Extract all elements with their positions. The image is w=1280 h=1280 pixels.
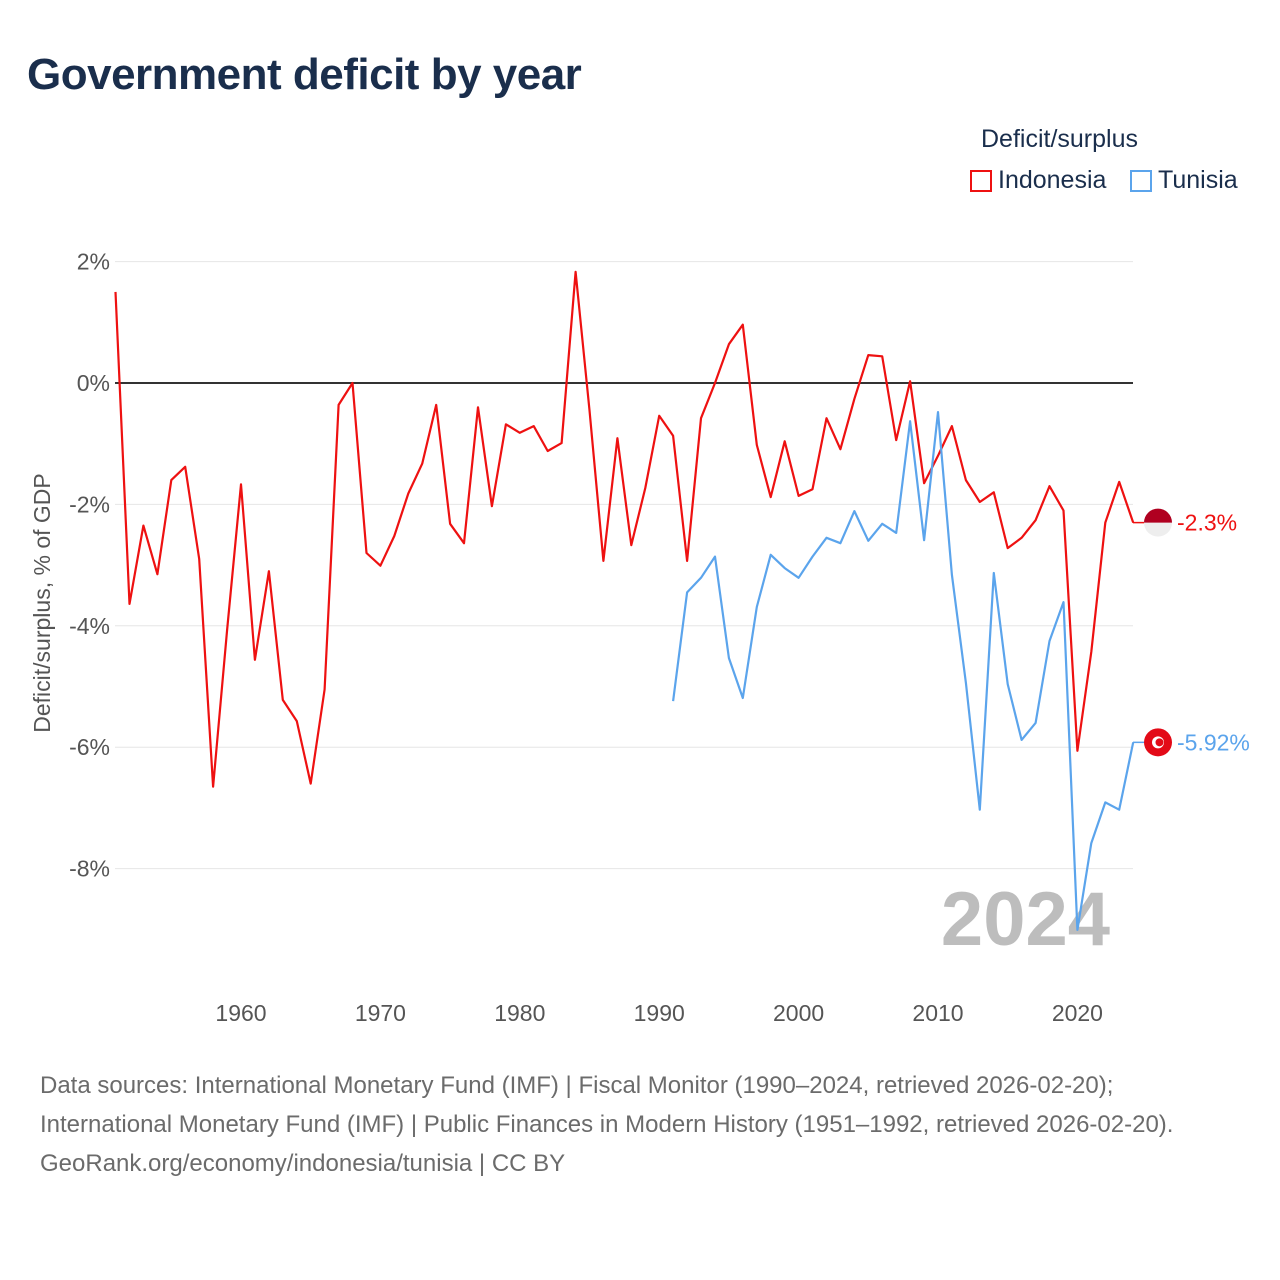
x-tick-label: 2000 [773, 1000, 824, 1026]
series-line-indonesia [114, 270, 1135, 788]
legend-label-indonesia: Indonesia [998, 166, 1107, 194]
x-tick-label: 1980 [494, 1000, 545, 1026]
y-tick-label: -2% [69, 491, 110, 517]
y-tick-label: -4% [69, 613, 110, 639]
indonesia-flag-top [1144, 508, 1172, 523]
x-tick-label: 2010 [912, 1000, 963, 1026]
data-sources: Data sources: International Monetary Fun… [40, 1072, 1174, 1138]
tunisia-flag-crescent [1155, 738, 1164, 747]
y-tick-label: 0% [77, 370, 110, 396]
credit-link[interactable]: GeoRank.org/economy/indonesia/tunisia | … [40, 1150, 566, 1177]
legend-item-indonesia[interactable]: Indonesia [970, 166, 1106, 195]
legend-item-tunisia[interactable]: Tunisia [1130, 166, 1238, 195]
y-tick-label: -8% [69, 856, 110, 882]
y-tick-label: 2% [77, 249, 110, 275]
legend-swatch-tunisia [1130, 169, 1152, 192]
legend-title: Deficit/surplus [981, 125, 1138, 153]
end-label-tunisia: -5.92% [1177, 729, 1250, 755]
x-tick-label: 2020 [1052, 1000, 1103, 1026]
end-label-indonesia: -2.3% [1177, 510, 1237, 536]
x-tick-label: 1990 [634, 1000, 685, 1026]
x-tick-label: 1970 [355, 1000, 406, 1026]
legend-swatch-indonesia [970, 169, 992, 192]
series-line-tunisia [672, 411, 1135, 932]
y-axis-label: Deficit/surplus, % of GDP [29, 473, 55, 732]
x-tick-label: 1960 [215, 1000, 266, 1026]
legend-label-tunisia: Tunisia [1158, 166, 1238, 194]
year-watermark: 2024 [941, 877, 1110, 962]
chart-title: Government deficit by year [27, 50, 582, 99]
footer: Data sources: International Monetary Fun… [40, 1066, 1240, 1183]
y-tick-label: -6% [69, 734, 110, 760]
